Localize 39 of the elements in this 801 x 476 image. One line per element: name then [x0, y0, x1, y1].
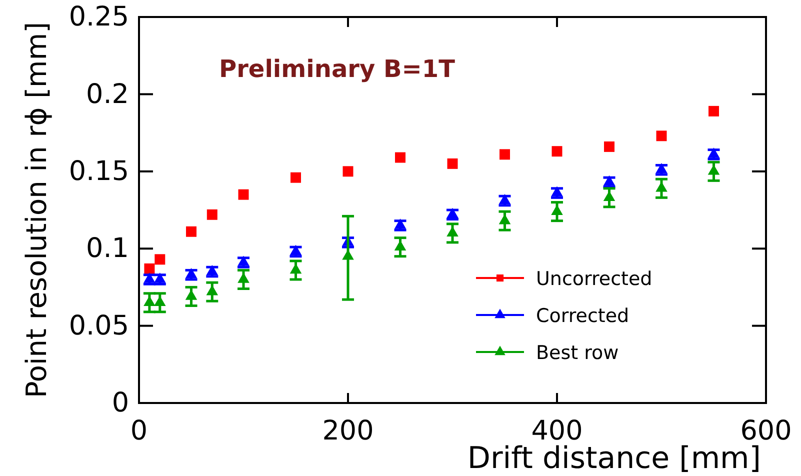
y-tick-label: 0: [112, 388, 129, 419]
point: [552, 146, 562, 157]
point: [186, 226, 196, 237]
y-tick-label: 0.25: [68, 2, 129, 33]
point: [185, 268, 198, 278]
point: [656, 163, 668, 174]
point: [500, 149, 510, 160]
point: [446, 208, 458, 218]
point: [708, 148, 720, 158]
point: [447, 158, 458, 169]
legend-label: Corrected: [536, 305, 630, 327]
point: [144, 263, 155, 274]
point: [290, 244, 302, 256]
x-tick-label: 0: [130, 415, 148, 446]
legend-label: Best row: [536, 342, 619, 364]
y-tick-label: 0.15: [68, 156, 129, 188]
point: [603, 175, 616, 186]
point: [395, 152, 406, 163]
y-axis-title: Point resolution in rϕ [mm]: [20, 22, 53, 398]
point: [238, 256, 250, 266]
point: [604, 141, 614, 152]
point: [342, 250, 354, 260]
point: [342, 166, 354, 177]
point: [656, 130, 667, 142]
point: [290, 172, 301, 183]
point: [498, 194, 511, 204]
point: [238, 189, 249, 200]
legend-label: Uncorrected: [536, 268, 652, 290]
point: [394, 218, 406, 229]
point: [206, 264, 218, 276]
y-tick-label: 0.2: [86, 78, 129, 110]
x-tick-label: 200: [322, 415, 374, 446]
y-tick-label: 0.1: [86, 233, 129, 264]
annotation: Preliminary B=1T: [219, 55, 456, 83]
y-tick-label: 0.05: [68, 310, 129, 342]
point: [708, 106, 719, 116]
point: [206, 285, 218, 296]
point: [551, 186, 563, 196]
point: [206, 209, 218, 220]
